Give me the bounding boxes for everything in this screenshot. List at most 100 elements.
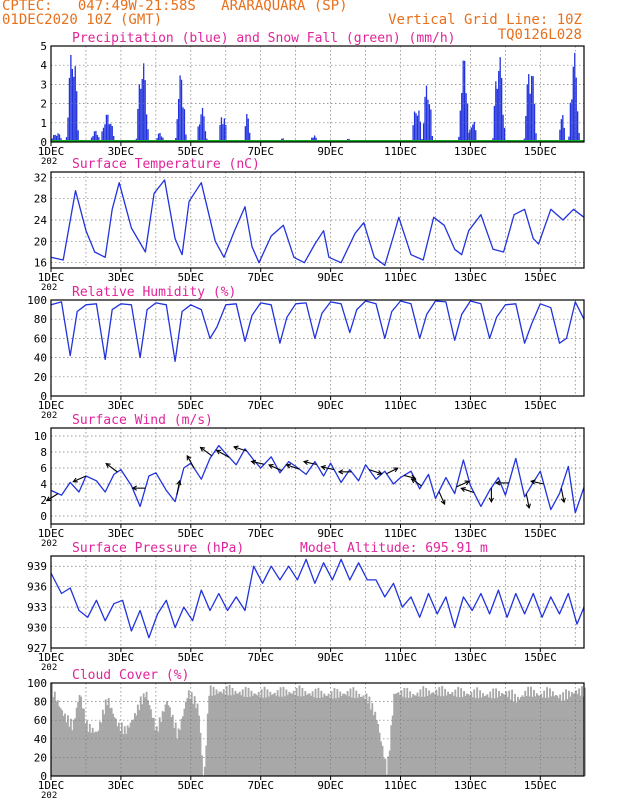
cloud-bar — [53, 691, 56, 776]
cloud-bar — [134, 713, 136, 776]
cloud-bar — [225, 686, 228, 776]
cloud-bar — [128, 727, 131, 776]
wind-arrow-shaft — [531, 480, 544, 485]
wind-arrow-head — [285, 463, 292, 469]
precip-bar — [162, 137, 164, 142]
cloud-bar — [467, 694, 470, 776]
wind-arrow — [215, 449, 230, 458]
cloud-bar — [565, 689, 567, 776]
cloud-bar — [67, 715, 69, 776]
cloud-bar — [184, 701, 187, 776]
wind-arrow-head — [72, 477, 78, 483]
cloud-bar — [205, 745, 208, 776]
cloud-bar — [305, 695, 308, 776]
precip-bar — [96, 135, 99, 142]
cloud-bar — [423, 696, 426, 776]
cloud-bar — [107, 698, 110, 776]
precip-bar — [101, 131, 103, 142]
cloud-bar — [253, 693, 256, 776]
cloud-bar — [292, 690, 295, 776]
cloud-bar — [470, 691, 473, 776]
precip-bar — [70, 54, 72, 142]
y-tick-label: 40 — [34, 733, 47, 746]
wind-panel: 0 2 4 6 8 10 1DEC 3DEC 5DEC 7DEC 9DEC 11DEC 13DEC 15D… — [34, 413, 585, 549]
precip-bar — [203, 116, 205, 142]
cloud-bar — [502, 694, 505, 776]
pressure-panel: 927 930 933 936 939 1DEC 3DEC 5DEC 7DEC 9DEC 11DEC… — [27, 541, 585, 673]
cloud-bar — [148, 705, 151, 776]
precip-bar — [222, 124, 224, 142]
cloud-bar — [208, 695, 211, 776]
cloud-bar — [99, 721, 101, 776]
cloud-bar — [80, 696, 82, 776]
x-tick-label: 9DEC — [317, 779, 344, 792]
cloud-bar — [104, 699, 107, 776]
precip-bar — [578, 132, 580, 142]
cloud-bar — [233, 694, 235, 776]
cloud-bar — [222, 689, 225, 776]
cloud-bar — [297, 696, 299, 776]
cloud-bar — [439, 696, 442, 776]
y-tick-label: 20 — [34, 235, 47, 248]
x-tick-label: 15DEC — [524, 271, 557, 284]
cloud-bar — [339, 691, 342, 776]
y-tick-label: 16 — [34, 257, 47, 270]
cloud-bar — [295, 687, 298, 776]
precip-bar — [220, 117, 223, 142]
cloud-bar — [474, 698, 477, 776]
wind-arrow-head — [176, 479, 182, 486]
cloud-bar — [147, 700, 149, 776]
x-tick-label: 7DEC — [247, 527, 274, 540]
cloud-bar — [531, 696, 534, 776]
precip-bar — [498, 70, 500, 142]
wind-arrow-shaft — [411, 478, 422, 487]
cloud-bar — [100, 722, 103, 776]
wind-arrow-head — [393, 467, 399, 473]
y-tick-label: 100 — [27, 677, 47, 690]
precip-bar — [470, 127, 473, 142]
cloud-bar — [538, 695, 541, 776]
cloud-bar — [385, 774, 388, 776]
x-tick-label: 5DEC — [178, 399, 205, 412]
wind-arrow — [233, 445, 247, 452]
cloud-bar — [533, 690, 535, 776]
cloud-bar — [569, 696, 572, 776]
wind-arrow — [186, 454, 195, 469]
cloud-bar — [407, 697, 410, 776]
cloud-title: Cloud Cover (%) — [72, 668, 189, 683]
cloud-bar — [452, 695, 455, 776]
cloud-bar — [505, 691, 508, 776]
x-tick-label: 15DEC — [524, 399, 557, 412]
cloud-bar — [301, 688, 304, 776]
cloud-bar — [176, 738, 179, 776]
cloud-bar — [199, 732, 202, 776]
precip-bar — [499, 57, 501, 142]
cloud-bar — [436, 695, 439, 776]
x-tick-label: 3DEC — [108, 779, 135, 792]
precip-bar — [468, 132, 470, 142]
precip-bar — [198, 124, 201, 142]
precip-bar — [160, 136, 163, 142]
pressure-title: Surface Pressure (hPa) — [72, 541, 244, 556]
cloud-bar — [432, 692, 435, 776]
wind-arrow-shaft — [46, 493, 59, 502]
cloud-bar — [473, 689, 476, 776]
cloud-bar — [334, 698, 337, 776]
wind-arrow-head — [233, 445, 239, 451]
wind-arrow — [176, 479, 182, 495]
cloud-bar — [286, 695, 289, 776]
cloud-bar — [581, 686, 583, 776]
cloud-bar — [557, 698, 560, 776]
cloud-bar — [371, 703, 374, 776]
x-tick-label: 1DEC — [38, 399, 65, 412]
cloud-bar — [187, 690, 190, 776]
precip-bar — [577, 111, 579, 142]
x-year-fragment: 202 — [41, 663, 57, 673]
precip-bar — [147, 129, 149, 142]
cloud-bar — [359, 696, 362, 776]
cloud-bar — [168, 707, 171, 776]
cloud-bar — [512, 701, 515, 776]
cloud-bar — [72, 719, 75, 776]
precip-bar — [93, 131, 96, 142]
precip-bar — [424, 96, 426, 142]
